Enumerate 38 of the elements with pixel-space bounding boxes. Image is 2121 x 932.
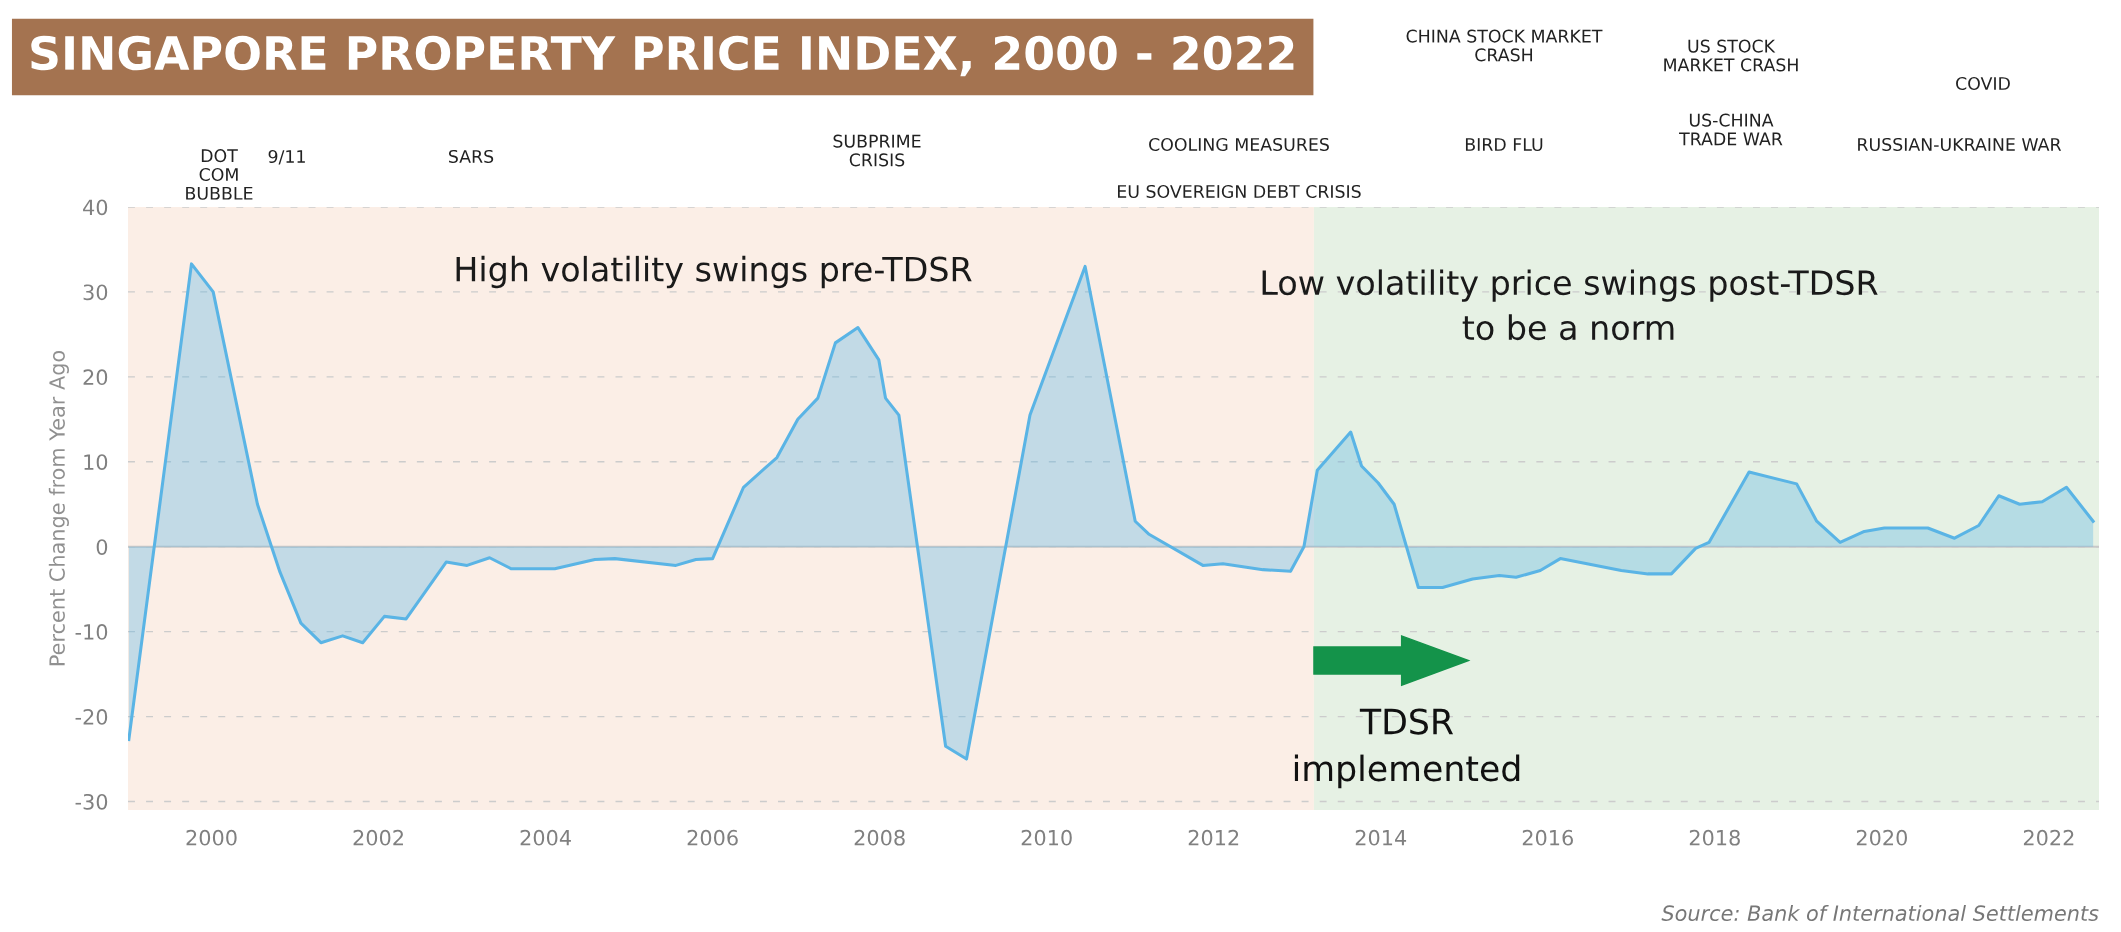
text: COOLING MEASURES: [1149, 137, 1329, 152]
y-tick-label: 30: [83, 284, 108, 301]
band-label: High volatility swings pre-TDSR: [456, 255, 972, 289]
band-label: Low volatility price swings post-TDSR to be a norm: [1262, 269, 1878, 341]
x-tick-label: 2022: [2023, 829, 2074, 846]
y-tick-label: -10: [75, 624, 108, 640]
x-tick-label: 2020: [1856, 829, 1907, 846]
x-tick-label: 2014: [1355, 829, 1407, 846]
x-tick-label: 2002: [353, 829, 403, 846]
x-tick-label: 2008: [854, 829, 905, 846]
chart-title: SINGAPORE PROPERTY PRICE INDEX, 2000 - 2022: [31, 35, 1294, 77]
text: SUBPRIME CRISIS: [833, 134, 921, 167]
y-tick-label: -30: [75, 793, 108, 810]
text: EU SOVEREIGN DEBT CRISIS: [1118, 184, 1361, 199]
x-tick-label: 2006: [687, 829, 738, 846]
y-tick-label: 40: [83, 199, 108, 216]
y-tick-label: 0: [96, 539, 108, 555]
x-tick-label: 2016: [1522, 829, 1573, 846]
text: 9/11: [268, 149, 305, 165]
y-tick-label: 20: [83, 369, 108, 386]
annotation: TDSR implemented: [1294, 708, 1520, 789]
text: US-CHINA TRADE WAR: [1679, 113, 1783, 146]
text: CHINA STOCK MARKET CRASH: [1406, 29, 1603, 62]
text: COVID: [1956, 76, 2010, 91]
y-tick-label: 10: [84, 454, 108, 470]
x-tick-label: 2004: [520, 829, 571, 846]
text: BIRD FLU: [1465, 138, 1543, 152]
x-tick-label: 2010: [1021, 829, 1072, 846]
text: DOT COM BUBBLE: [186, 149, 253, 200]
text: SARS: [448, 149, 494, 164]
x-tick-label: 2012: [1188, 829, 1239, 846]
x-tick-label: 2018: [1689, 829, 1740, 846]
y-tick-label: -20: [75, 709, 108, 725]
text: US STOCK MARKET CRASH: [1664, 39, 1798, 72]
y-axis-title: Percent Change from Year Ago: [48, 350, 69, 666]
x-tick-label: 2000: [186, 829, 237, 846]
source-note: Source: Bank of International Settlements: [1661, 904, 2099, 922]
text: RUSSIAN-UKRAINE WAR: [1858, 137, 2062, 152]
